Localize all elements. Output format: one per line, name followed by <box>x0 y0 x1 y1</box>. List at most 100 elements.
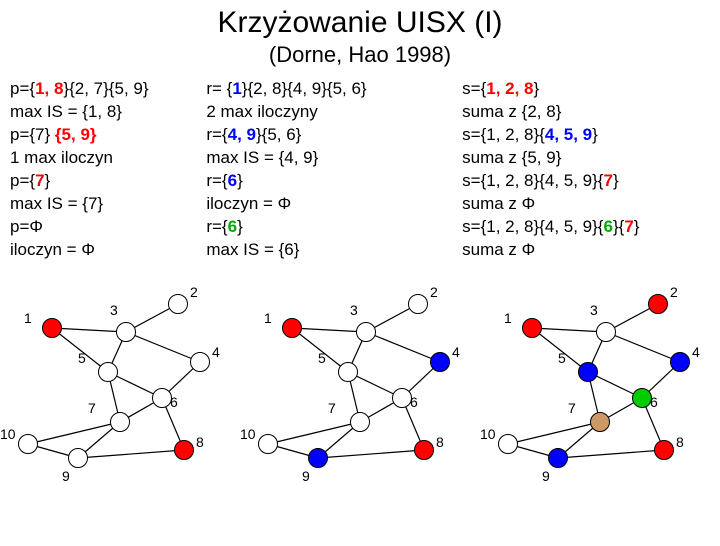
node-8 <box>654 440 674 460</box>
node-label-8: 8 <box>676 434 684 450</box>
node-label-6: 6 <box>650 394 658 410</box>
node-9 <box>308 448 328 468</box>
text-span: 7 <box>35 171 44 190</box>
graph-edges <box>0 262 240 498</box>
text-span: suma z Φ <box>462 194 535 213</box>
text-span: suma z {2, 8} <box>462 102 561 121</box>
text-span: 6 <box>228 171 237 190</box>
graph-2: 12345678910 <box>240 262 480 498</box>
text-span: r= { <box>206 79 232 98</box>
text-span: s={1, 2, 8}{4, 5, 9}{ <box>462 171 603 190</box>
graph-edges <box>240 262 480 498</box>
node-6 <box>152 388 172 408</box>
text-line: iloczyn = Φ <box>10 239 206 262</box>
text-span: 4, 9 <box>228 125 256 144</box>
text-span: 4, 5, 9 <box>545 125 592 144</box>
text-span: }{5, 6} <box>256 125 301 144</box>
text-line: suma z {2, 8} <box>462 101 714 124</box>
node-3 <box>596 322 616 342</box>
node-2 <box>648 294 668 314</box>
text-line: max IS = {1, 8} <box>10 101 206 124</box>
graph-edges <box>480 262 720 498</box>
node-9 <box>68 448 88 468</box>
text-span: r={ <box>206 171 227 190</box>
node-10 <box>258 434 278 454</box>
text-span: p=Φ <box>10 217 43 236</box>
text-span: max IS = {6} <box>206 240 299 259</box>
column-s: s={1, 2, 8}suma z {2, 8} s={1, 2, 8}{4, … <box>462 78 714 262</box>
text-line: max IS = {6} <box>206 239 462 262</box>
node-4 <box>430 352 450 372</box>
text-span: max IS = {4, 9} <box>206 148 318 167</box>
text-span: 1 <box>232 79 241 98</box>
text-span: 6 <box>603 217 612 236</box>
text-span: } <box>534 79 540 98</box>
text-span: } <box>237 217 243 236</box>
node-label-9: 9 <box>302 468 310 484</box>
text-line: p={7} <box>10 170 206 193</box>
node-3 <box>356 322 376 342</box>
text-line: max IS = {7} <box>10 193 206 216</box>
node-label-1: 1 <box>264 310 272 326</box>
node-label-1: 1 <box>504 310 512 326</box>
node-label-3: 3 <box>110 302 118 318</box>
text-span: } <box>237 171 243 190</box>
text-span: } <box>613 171 619 190</box>
node-label-9: 9 <box>62 468 70 484</box>
text-line: s={1, 2, 8}{4, 5, 9}{6}{7} <box>462 216 714 239</box>
graph-1: 12345678910 <box>0 262 240 498</box>
text-span: }{2, 7}{5, 9} <box>63 79 148 98</box>
text-span: p={7} <box>10 125 55 144</box>
text-span: } <box>634 217 640 236</box>
node-label-7: 7 <box>88 400 96 416</box>
text-span: max IS = {1, 8} <box>10 102 122 121</box>
node-label-3: 3 <box>350 302 358 318</box>
node-5 <box>338 362 358 382</box>
text-span: s={ <box>462 79 486 98</box>
node-9 <box>548 448 568 468</box>
node-4 <box>670 352 690 372</box>
node-7 <box>110 412 130 432</box>
text-span: s={1, 2, 8}{ <box>462 125 545 144</box>
text-line: max IS = {4, 9} <box>206 147 462 170</box>
node-2 <box>168 294 188 314</box>
text-span: p={ <box>10 171 35 190</box>
node-label-7: 7 <box>568 400 576 416</box>
node-label-4: 4 <box>692 344 700 360</box>
node-label-2: 2 <box>430 284 438 300</box>
node-label-10: 10 <box>480 426 496 442</box>
text-line: s={1, 2, 8} <box>462 78 714 101</box>
text-line: r={4, 9}{5, 6} <box>206 124 462 147</box>
node-label-10: 10 <box>0 426 16 442</box>
node-8 <box>174 440 194 460</box>
node-label-9: 9 <box>542 468 550 484</box>
node-1 <box>282 318 302 338</box>
text-span: 1 max iloczyn <box>10 148 113 167</box>
text-span: max IS = {7} <box>10 194 103 213</box>
node-8 <box>414 440 434 460</box>
node-label-7: 7 <box>328 400 336 416</box>
text-span: iloczyn = Φ <box>10 240 95 259</box>
column-r: r= {1}{2, 8}{4, 9}{5, 6} 2 max iloczyny … <box>206 78 462 262</box>
node-label-10: 10 <box>240 426 256 442</box>
text-span: } <box>592 125 598 144</box>
node-label-2: 2 <box>670 284 678 300</box>
text-span: }{2, 8}{4, 9}{5, 6} <box>242 79 367 98</box>
text-line: p={7} {5, 9} <box>10 124 206 147</box>
text-line: 1 max iloczyn <box>10 147 206 170</box>
text-span: s={1, 2, 8}{4, 5, 9}{ <box>462 217 603 236</box>
graph-3: 12345678910 <box>480 262 720 498</box>
text-span: 6 <box>228 217 237 236</box>
text-span: {5, 9} <box>55 125 97 144</box>
node-6 <box>632 388 652 408</box>
node-4 <box>190 352 210 372</box>
node-label-3: 3 <box>590 302 598 318</box>
node-1 <box>522 318 542 338</box>
page-subtitle: (Dorne, Hao 1998) <box>0 42 720 68</box>
node-6 <box>392 388 412 408</box>
text-line: s={1, 2, 8}{4, 5, 9}{7} <box>462 170 714 193</box>
text-span: suma z {5, 9} <box>462 148 561 167</box>
text-columns: p={1, 8}{2, 7}{5, 9} max IS = {1, 8} p={… <box>0 78 720 262</box>
text-span: 2 max iloczyny <box>206 102 317 121</box>
node-3 <box>116 322 136 342</box>
